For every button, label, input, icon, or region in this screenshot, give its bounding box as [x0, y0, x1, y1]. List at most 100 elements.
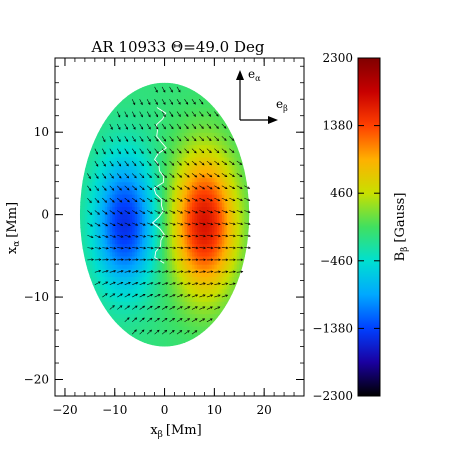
heatmap-cell — [107, 243, 111, 249]
heatmap-cell — [84, 144, 88, 150]
field-arrow — [169, 197, 176, 202]
heatmap-cell — [221, 330, 225, 335]
heatmap-cell — [214, 198, 218, 203]
heatmap-cell — [181, 280, 186, 286]
heatmap-cell — [164, 280, 168, 286]
heatmap-cell — [112, 95, 116, 100]
heatmap-cell — [142, 214, 146, 220]
field-arrow — [131, 111, 136, 118]
heatmap-cell — [89, 181, 93, 187]
heatmap-cell — [84, 297, 88, 302]
heatmap-cell — [89, 86, 93, 92]
heatmap-cell — [119, 115, 123, 121]
heatmap-cell — [89, 99, 93, 104]
heatmap-cell — [179, 123, 183, 129]
heatmap-cell — [112, 82, 116, 88]
field-arrow — [206, 173, 213, 178]
heatmap-cell — [112, 115, 116, 121]
heatmap-cell — [139, 305, 143, 311]
heatmap-cell — [92, 132, 96, 137]
heatmap-cell — [216, 342, 220, 347]
heatmap-cell — [97, 177, 101, 183]
heatmap-cell — [169, 119, 173, 125]
heatmap-cell — [234, 90, 238, 96]
heatmap-cell — [244, 148, 248, 154]
heatmap-cell — [194, 181, 198, 187]
heatmap-cell — [231, 140, 235, 146]
heatmap-cell — [124, 165, 128, 170]
heatmap-cell — [179, 313, 183, 319]
field-arrow — [169, 282, 176, 285]
heatmap-cell — [94, 268, 98, 273]
heatmap-cell — [89, 218, 93, 224]
heatmap-cell — [167, 280, 171, 286]
heatmap-cell — [117, 177, 121, 183]
heatmap-cell — [199, 338, 203, 344]
field-arrow — [147, 222, 154, 226]
heatmap-cell — [174, 148, 178, 154]
heatmap-cell — [162, 119, 166, 125]
heatmap-cell — [236, 227, 240, 232]
heatmap-cell — [134, 284, 138, 290]
heatmap-cell — [104, 334, 108, 339]
heatmap-cell — [181, 325, 186, 331]
heatmap-cell — [107, 272, 111, 278]
heatmap-cell — [104, 284, 108, 290]
heatmap-cell — [216, 338, 220, 344]
heatmap-cell — [117, 334, 121, 339]
heatmap-cell — [152, 280, 156, 286]
heatmap-cell — [82, 280, 86, 286]
heatmap-cell — [119, 218, 123, 224]
heatmap-cell — [194, 239, 198, 245]
field-arrow — [124, 305, 131, 310]
heatmap-cell — [234, 144, 238, 150]
heatmap-cell — [114, 325, 118, 331]
heatmap-cell — [167, 268, 171, 273]
heatmap-cell — [179, 202, 183, 207]
heatmap-cell — [184, 268, 188, 273]
field-arrow — [117, 185, 122, 191]
heatmap-cell — [186, 152, 191, 158]
heatmap-cell — [239, 334, 243, 339]
field-arrow — [199, 136, 204, 142]
heatmap-cell — [114, 259, 118, 265]
heatmap-cell — [189, 123, 193, 129]
heatmap-cell — [229, 82, 233, 88]
heatmap-cell — [122, 140, 126, 146]
heatmap-cell — [104, 119, 108, 125]
heatmap-cell — [181, 321, 186, 327]
heatmap-cell — [154, 107, 158, 113]
heatmap-cell — [206, 177, 210, 183]
heatmap-cell — [204, 103, 208, 109]
heatmap-cell — [186, 206, 191, 212]
heatmap-cell — [162, 309, 166, 315]
heatmap-cell — [92, 144, 96, 150]
heatmap-cell — [231, 330, 235, 335]
heatmap-cell — [229, 247, 233, 253]
heatmap-cell — [209, 342, 213, 347]
heatmap-cell — [184, 342, 188, 347]
heatmap-cell — [196, 82, 201, 88]
field-arrow — [169, 173, 175, 178]
heatmap-cell — [221, 185, 225, 191]
heatmap-cell — [179, 111, 183, 117]
heatmap-cell — [164, 202, 168, 207]
heatmap-cell — [236, 259, 240, 265]
heatmap-cell — [149, 313, 153, 319]
heatmap-cell — [211, 292, 215, 298]
heatmap-cell — [79, 276, 83, 282]
heatmap-cell — [189, 251, 193, 257]
heatmap-cell — [102, 177, 106, 183]
heatmap-cell — [174, 165, 178, 170]
heatmap-cell — [214, 119, 218, 125]
heatmap-cell — [221, 173, 225, 179]
heatmap-cell — [107, 128, 111, 133]
heatmap-cell — [177, 313, 181, 319]
heatmap-cell — [174, 288, 178, 294]
heatmap-cell — [79, 202, 83, 207]
heatmap-cell — [107, 321, 111, 327]
heatmap-cell — [231, 156, 235, 162]
heatmap-cell — [107, 185, 111, 191]
heatmap-cell — [137, 165, 141, 170]
heatmap-cell — [194, 309, 198, 315]
